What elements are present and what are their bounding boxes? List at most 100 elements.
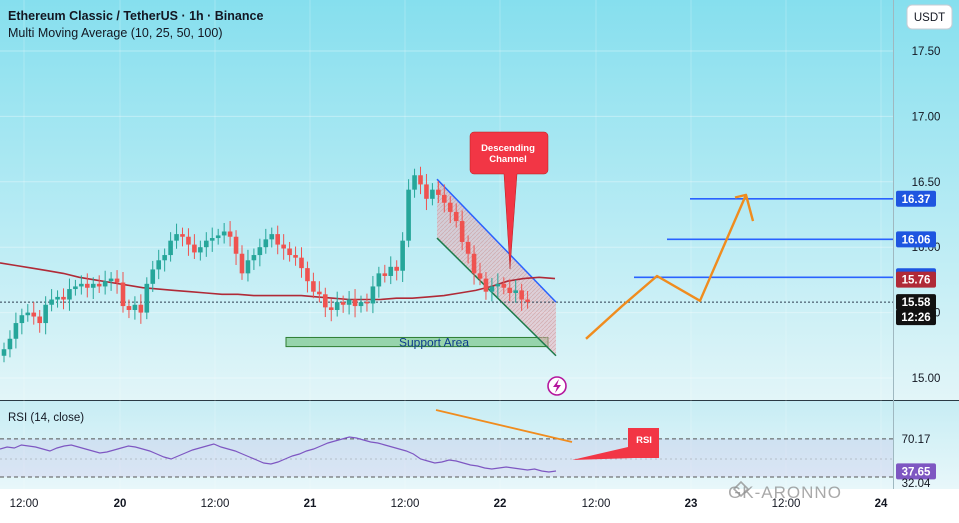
time-axis-background (0, 489, 959, 518)
channel-hatch (437, 179, 556, 356)
candle-body (233, 236, 239, 254)
candle-body (334, 302, 340, 310)
candle-body (144, 283, 150, 313)
projection-arrowhead (734, 193, 755, 222)
price-tag-label: 12:26 (901, 312, 930, 324)
annotation-layer: Support Area (0, 178, 893, 357)
candle-body (388, 266, 394, 276)
candle-body (459, 221, 465, 242)
candle-body (465, 241, 471, 254)
time-tick-label: 12:00 (582, 498, 611, 510)
time-tick-label: 12:00 (772, 498, 801, 510)
price-tag-last (896, 294, 936, 311)
candle-body (376, 273, 382, 287)
candle-body (358, 302, 364, 307)
candle-body (525, 299, 530, 303)
candle-body (132, 304, 138, 310)
candle-body (489, 286, 495, 292)
candle-body (293, 255, 298, 258)
candle-body (311, 281, 316, 292)
candle-body (37, 316, 42, 324)
watermark-text: GK-ARONNO (728, 483, 842, 502)
candle-body (317, 291, 322, 295)
time-tick-label: 21 (304, 498, 317, 510)
rsi-label: RSI (14, close) (8, 412, 84, 424)
currency-label: USDT (914, 12, 945, 24)
candle-body (1, 349, 7, 356)
candle-body (215, 235, 221, 239)
candle-body (90, 283, 96, 288)
candle-body (370, 286, 376, 304)
candle-body (400, 240, 405, 271)
candle-body (382, 273, 388, 276)
candle-body (31, 312, 37, 317)
candle-body (299, 257, 304, 269)
time-tick-label: 12:00 (201, 498, 230, 510)
candle-body (55, 296, 60, 300)
candle-body (156, 260, 161, 270)
candle-body (245, 260, 251, 274)
price-tag-target (896, 231, 936, 248)
candle-body (501, 283, 507, 288)
price-tag-ma (896, 271, 936, 288)
projection-path (585, 194, 748, 340)
candle-body (483, 278, 489, 292)
price-tag-label: 15.76 (902, 275, 931, 287)
candle-body (19, 315, 25, 324)
rsi-pane: RSI (0, 409, 893, 478)
candle-body (263, 239, 269, 248)
candle-body (352, 299, 358, 307)
candle-body (328, 307, 334, 310)
candle-body (108, 278, 114, 282)
candle-body (209, 238, 215, 241)
rsi-callout (572, 428, 659, 460)
time-tick-label: 24 (875, 498, 888, 510)
candle-body (477, 273, 483, 279)
watermark-logo-icon (732, 480, 750, 498)
candle-body (96, 283, 102, 287)
time-tick-label: 22 (494, 498, 507, 510)
candle-body (406, 189, 411, 241)
candle-body (204, 240, 209, 248)
candle-body (227, 231, 233, 237)
candle-body (507, 287, 513, 293)
candle-body (198, 247, 203, 253)
price-tag-target (896, 190, 936, 207)
time-tick-label: 20 (114, 498, 127, 510)
candle-body (471, 253, 477, 274)
price-tick-label: 16.50 (912, 177, 941, 189)
price-tick-label: 17.00 (912, 111, 941, 123)
moving-average-line (0, 262, 556, 301)
watermark: GK-ARONNO (728, 480, 842, 502)
rsi-value-tag (896, 463, 936, 480)
rsi-callout-label: RSI (636, 435, 652, 446)
candle-body (150, 269, 156, 284)
rsi-divergence-line (435, 409, 573, 443)
candlestick-series (1, 166, 530, 363)
candle-body (180, 234, 185, 237)
candle-body (442, 194, 447, 203)
currency-button[interactable] (906, 4, 953, 30)
candle-body (418, 175, 423, 185)
price-tag-label: 15.58 (902, 297, 931, 309)
price-tag-label: 16.37 (902, 194, 931, 206)
axes-layer: 15.0015.5016.0016.5017.0017.5012:002012:… (10, 46, 941, 510)
candle-body (251, 255, 257, 261)
candle-body (67, 289, 72, 300)
candle-body (120, 282, 126, 307)
price-tick-label: 17.50 (912, 46, 941, 58)
candle-body (73, 286, 78, 290)
candle-body (138, 304, 144, 313)
time-tick-label: 12:00 (10, 498, 39, 510)
rsi-pane-background (0, 401, 959, 489)
candle-body (257, 247, 263, 256)
candle-body (287, 248, 292, 256)
price-tag-countdown (896, 309, 936, 326)
support-area-label: Support Area (399, 336, 469, 350)
candle-body (126, 306, 132, 310)
candle-body (162, 255, 167, 261)
candle-body (186, 236, 191, 245)
